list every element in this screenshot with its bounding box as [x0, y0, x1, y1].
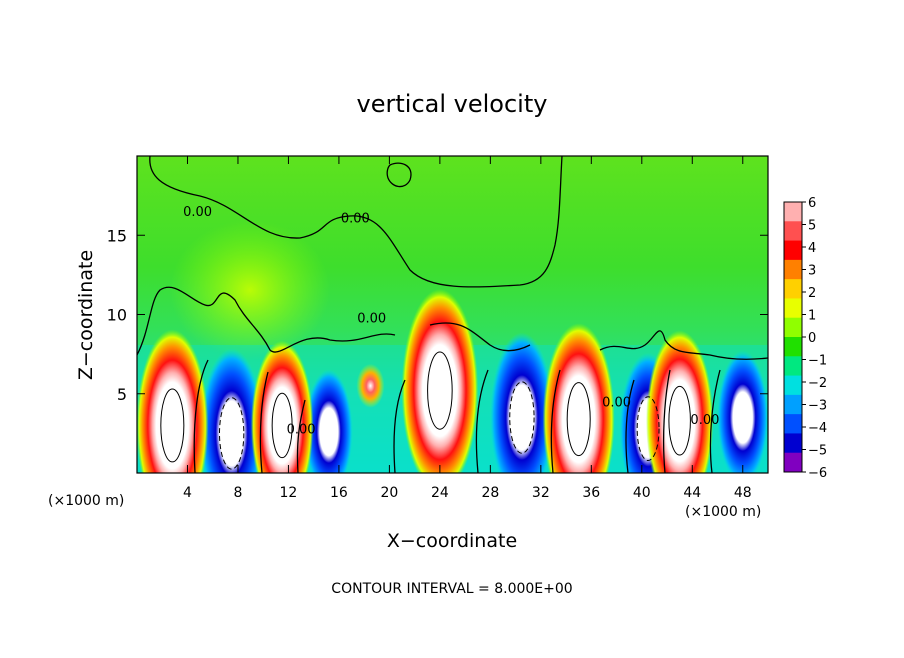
- downdraft-contour: [636, 396, 660, 462]
- colorbar-segment: [784, 259, 802, 280]
- zero-contour-left: [137, 286, 396, 356]
- updraft-cell: [542, 323, 615, 473]
- cell-contour-4: [393, 379, 406, 473]
- small-cloud-contour: [386, 162, 412, 188]
- colorbar-tick-label: 2: [808, 286, 816, 301]
- downdraft-cell: [304, 369, 353, 473]
- cell-contour-1: [193, 359, 209, 473]
- downdraft-cell: [489, 332, 554, 473]
- contour-label: 0.00: [602, 395, 631, 410]
- colorbar-tick-label: −6: [808, 466, 827, 481]
- contour-label-layer: 0.00 0.00 0.00 0.00 0.00 0.00: [183, 205, 719, 437]
- contour-label: 0.00: [287, 422, 316, 437]
- y-axis-ticks: 5 10 15: [107, 226, 768, 404]
- x-tick-label: 4: [183, 485, 192, 501]
- zero-contour-right: [599, 330, 768, 360]
- x-tick-label: 24: [431, 485, 449, 501]
- cell-contour-7: [625, 379, 635, 473]
- plot-field: 0.00 0.00 0.00 0.00 0.00 0.00: [137, 156, 768, 473]
- updraft-cell: [401, 289, 479, 473]
- x-unit-left: (×1000 m): [48, 493, 124, 509]
- colorbar-segment: [784, 279, 802, 299]
- colorbar-tick-label: 4: [808, 241, 816, 256]
- colorbar-tick-label: −5: [808, 444, 827, 459]
- colorbar-tick-label: 3: [808, 264, 816, 279]
- x-unit-right: (×1000 m): [685, 504, 761, 520]
- colorbar-tick-label: −1: [808, 354, 827, 369]
- downdraft-contour: [509, 381, 535, 454]
- y-tick-label: 10: [107, 306, 127, 325]
- contour-interval-note: CONTOUR INTERVAL = 8.000E+00: [331, 581, 572, 597]
- updraft-cell: [646, 330, 714, 473]
- x-tick-label: 28: [481, 485, 499, 501]
- zero-contour-upper: [149, 156, 563, 288]
- x-tick-label: 40: [633, 485, 651, 501]
- cell-contour-5: [475, 369, 489, 473]
- colorbar-segment: [784, 375, 802, 396]
- updraft-layer: [137, 289, 714, 473]
- colorbar-segment: [784, 337, 802, 357]
- x-tick-label: 44: [683, 485, 701, 501]
- colorbar-segment: [784, 414, 802, 434]
- x-tick-label: 32: [532, 485, 550, 501]
- y-tick-label: 15: [107, 226, 127, 245]
- updraft-contour: [427, 351, 453, 430]
- y-axis-label: Z−coordinate: [75, 250, 97, 380]
- colorbar-segment: [784, 221, 802, 242]
- cell-contour-2: [259, 371, 269, 473]
- colorbar-segment: [784, 452, 802, 473]
- contour-label: 0.00: [341, 212, 370, 227]
- colorbar-segment: [784, 356, 802, 377]
- downdraft-contour: [218, 397, 245, 470]
- contour-lines: [137, 156, 768, 473]
- updraft-contour: [668, 385, 691, 456]
- colorbar-segment: [784, 240, 802, 261]
- inner-contours: [160, 351, 691, 470]
- y-tick-label: 5: [117, 385, 127, 404]
- x-tick-label: 20: [380, 485, 398, 501]
- colorbar-tick-label: −3: [808, 399, 827, 414]
- updraft-contour: [566, 382, 591, 457]
- updraft-cell: [137, 329, 209, 473]
- colorbar-tick-label: −2: [808, 376, 827, 391]
- colorbar-tick-label: −4: [808, 421, 827, 436]
- colorbar-segment: [784, 317, 802, 338]
- x-tick-label: 8: [233, 485, 242, 501]
- cell-contour-6: [550, 369, 561, 473]
- x-axis-label: X−coordinate: [387, 530, 517, 552]
- colorbar: 6 5 4 3 2 1 0 −1 −2 −3 −4 −5 −6: [783, 196, 827, 481]
- x-tick-label: 16: [330, 485, 348, 501]
- warm-region: [170, 220, 330, 360]
- x-axis-ticks: 4 8 12 16 20 24 28 32 36 40 44 48: [183, 156, 752, 501]
- downdraft-cell: [717, 350, 768, 473]
- colorbar-segment: [784, 394, 802, 415]
- x-tick-label: 36: [582, 485, 600, 501]
- colorbar-segment: [784, 202, 802, 222]
- colorbar-segment: [784, 298, 802, 319]
- x-tick-label: 48: [734, 485, 752, 501]
- updraft-contour: [160, 388, 185, 463]
- contour-label: 0.00: [690, 413, 719, 428]
- contour-label: 0.00: [183, 205, 212, 220]
- colorbar-segment: [784, 433, 802, 454]
- colorbar-tick-label: 1: [808, 309, 816, 324]
- cell-contour-3: [296, 399, 306, 473]
- contour-label: 0.00: [357, 311, 386, 326]
- updraft-cell: [356, 363, 385, 408]
- x-tick-label: 12: [280, 485, 298, 501]
- updraft-contour: [271, 392, 293, 459]
- cell-contour-8: [662, 369, 671, 473]
- colorbar-tick-label: 6: [808, 196, 816, 211]
- chart-title: vertical velocity: [357, 90, 548, 118]
- zero-contour-mid: [429, 322, 531, 352]
- colorbar-tick-label: 5: [808, 219, 816, 234]
- cell-contour-9: [709, 369, 721, 473]
- downdraft-cell: [199, 348, 264, 473]
- colorbar-tick-label: 0: [808, 331, 816, 346]
